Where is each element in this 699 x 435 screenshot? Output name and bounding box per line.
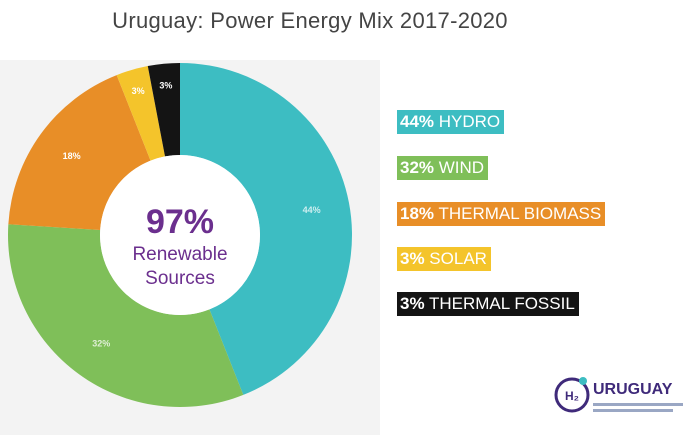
slice-thermal-fossil <box>147 63 180 157</box>
legend-percent: 18% <box>400 204 435 223</box>
legend-label: THERMAL FOSSIL <box>424 294 575 313</box>
legend-label: SOLAR <box>424 249 487 268</box>
slice-solar <box>116 66 166 161</box>
donut-hole <box>100 155 260 315</box>
center-label-line1: Renewable <box>132 244 227 265</box>
center-label-line2: Sources <box>145 268 215 289</box>
h2-uruguay-logo: H₂ URUGUAY <box>553 369 693 421</box>
slice-label-solar: 3% <box>132 86 145 96</box>
legend-percent: 44% <box>400 112 435 131</box>
slice-thermal-biomass <box>8 75 151 230</box>
legend-percent: 3% <box>400 249 425 268</box>
chart-title: Uruguay: Power Energy Mix 2017-2020 <box>112 8 508 33</box>
donut-area: 44% 32% 18% 3% 3% 97% Renewable Sources <box>0 60 380 435</box>
slice-label-hydro: 44% <box>303 205 321 215</box>
legend-label: THERMAL BIOMASS <box>434 204 602 223</box>
legend-item-solar: 3% SOLAR <box>397 247 491 271</box>
slice-wind <box>8 224 244 408</box>
legend-percent: 32% <box>400 158 435 177</box>
donut-chart: 44% 32% 18% 3% 3% 97% Renewable Sources <box>8 63 353 408</box>
legend-percent: 3% <box>400 294 425 313</box>
logo-text: URUGUAY <box>593 381 673 398</box>
logo-tagline-graphic <box>593 403 683 412</box>
slice-label-thermal-fossil: 3% <box>159 81 172 91</box>
legend-label: HYDRO <box>434 112 501 131</box>
legend-label: WIND <box>434 158 485 177</box>
legend-item-thermal-fossil: 3% THERMAL FOSSIL <box>397 292 579 316</box>
slice-label-wind: 32% <box>92 338 110 348</box>
legend-item-hydro: 44% HYDRO <box>397 110 505 134</box>
slice-label-thermal-biomass: 18% <box>63 151 81 161</box>
legend-item-thermal-biomass: 18% THERMAL BIOMASS <box>397 202 606 226</box>
slice-hydro <box>180 63 353 395</box>
center-percent: 97% <box>146 203 214 241</box>
legend-item-wind: 32% WIND <box>397 156 489 180</box>
svg-text:H₂: H₂ <box>565 389 579 403</box>
